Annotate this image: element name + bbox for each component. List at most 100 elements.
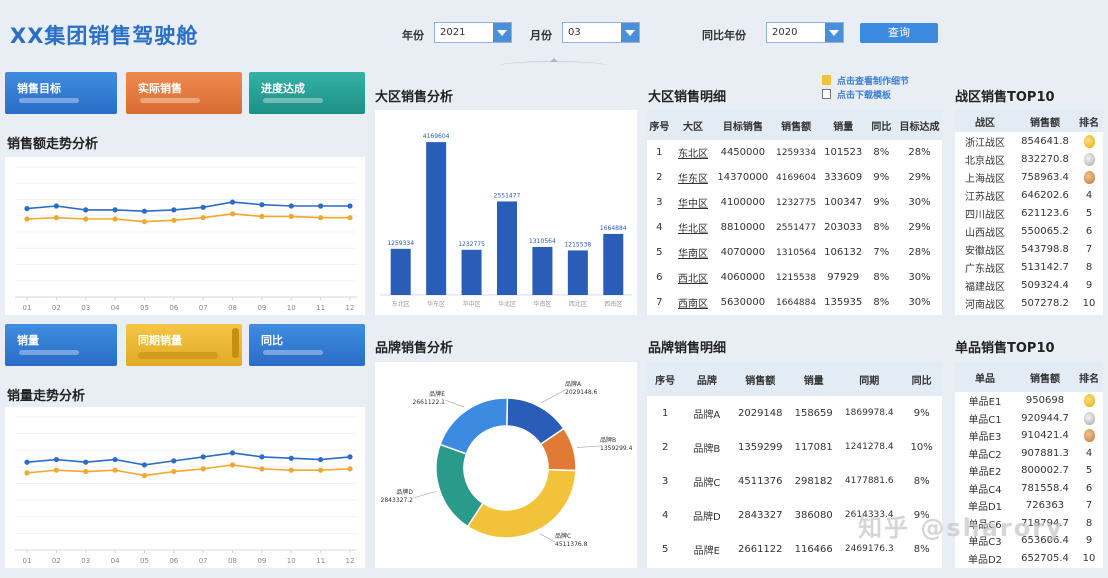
table-cell: 509324.4 [1021,279,1069,291]
column-header[interactable]: 销售额 [1015,362,1075,392]
table-header: 战区 销售额 排名 [955,110,1103,132]
column-header[interactable]: 同比 [865,110,898,140]
column-header[interactable]: 战区 [955,110,1015,132]
bar [497,201,517,295]
query-button[interactable]: 查询 [860,23,938,43]
table-cell: 950698 [1025,395,1065,407]
table-row[interactable]: 1 东北区 4450000 1259334 101523 8% 28% [647,140,942,165]
column-header[interactable]: 同期 [837,362,902,396]
table-row[interactable]: 5 华南区 4070000 1310564 106132 7% 28% [647,240,942,265]
chevron-down-icon[interactable] [493,23,511,42]
table-cell: 上海战区 [965,173,1005,185]
table-cell: 8810000 [720,222,766,233]
column-header[interactable]: 销量 [790,362,838,396]
table-cell: 30% [908,272,931,283]
table-row[interactable]: 河南战区 507278.2 10 [955,294,1103,312]
table-row[interactable]: 单品E1 950698 [955,392,1103,410]
table-row[interactable]: 上海战区 758963.4 [955,168,1103,186]
scroll-handle[interactable] [232,328,239,358]
column-header[interactable]: 序号 [647,110,672,140]
column-header[interactable]: 销量 [820,110,866,140]
data-point [53,203,59,209]
table-row[interactable]: 浙江战区 854641.8 [955,132,1103,150]
kpi-sales-target[interactable]: 销售目标 [5,72,117,114]
table-row[interactable]: 单品C3 653606.4 9 [955,532,1103,550]
x-tick-label: 08 [228,557,237,565]
table-row[interactable]: 单品C2 907881.3 4 [955,445,1103,463]
view-tutorial-link[interactable]: 点击查看制作细节 [822,73,909,87]
column-header[interactable]: 目标达成 [897,110,942,140]
table-row[interactable]: 四川战区 621123.6 5 [955,204,1103,222]
table-row[interactable]: 7 西南区 5630000 1664884 135935 8% 30% [647,290,942,315]
collapse-toggle[interactable] [498,58,608,71]
column-header[interactable]: 同比 [901,362,942,396]
table-row[interactable]: 江苏战区 646202.6 4 [955,186,1103,204]
chevron-down-icon[interactable] [825,23,843,42]
kpi-progress[interactable]: 进度达成 [249,72,365,114]
chevron-down-icon[interactable] [621,23,639,42]
table-cell: 97929 [827,272,860,283]
document-icon [822,89,831,99]
column-header[interactable]: 大区 [671,110,715,140]
kpi-volume[interactable]: 销量 [5,324,117,366]
data-point [83,216,89,222]
table-row[interactable]: 单品D2 652705.4 10 [955,550,1103,568]
column-header[interactable]: 序号 [647,362,684,396]
column-header[interactable]: 排名 [1075,110,1103,132]
table-row[interactable]: 6 西北区 4060000 1215538 97929 8% 30% [647,265,942,290]
table-cell: 9 [1085,535,1093,547]
table-row[interactable]: 单品C1 920944.7 [955,410,1103,428]
column-header[interactable]: 品牌 [683,362,731,396]
table-row[interactable]: 单品E3 910421.4 [955,427,1103,445]
table-row[interactable]: 安徽战区 543798.8 7 [955,240,1103,258]
table-row[interactable]: 1 品牌A 2029148 158659 1869978.4 9% [647,396,942,430]
yoy-year-select[interactable]: 2020 [766,22,844,43]
table-row[interactable]: 福建战区 509324.4 9 [955,276,1103,294]
column-header[interactable]: 销售额 [771,110,821,140]
table-cell: 4 [656,222,663,233]
table-row[interactable]: 广东战区 513142.7 8 [955,258,1103,276]
kpi-value-placeholder [263,98,323,103]
kpi-actual-sales[interactable]: 实际销售 [126,72,242,114]
table-row[interactable]: 4 华北区 8810000 2551477 203033 8% 29% [647,215,942,240]
download-template-link[interactable]: 点击下载模板 [822,87,909,101]
table-cell: 2551477 [776,222,817,233]
data-point [83,459,89,465]
bar-data-label: 1215538 [564,241,591,248]
kpi-yoy[interactable]: 同比 [249,324,365,366]
month-select[interactable]: 03 [562,22,640,43]
rank-cell [1075,427,1103,445]
year-select[interactable]: 2021 [434,22,512,43]
table-cell: 8 [1085,517,1093,529]
column-header[interactable]: 目标销售 [714,110,772,140]
table-row[interactable]: 4 品牌D 2843327 386080 2614333.4 9% [647,498,942,532]
table-cell: 5 [656,247,663,258]
column-header[interactable]: 销售额 [730,362,791,396]
table-row[interactable]: 2 品牌B 1359299 117081 1241278.4 10% [647,430,942,464]
table-cell: 507278.2 [1021,297,1069,309]
column-header[interactable]: 单品 [955,362,1015,392]
bar-data-label: 1310564 [529,238,556,245]
kpi-prior-volume[interactable]: 同期销量 [126,324,242,366]
table-row[interactable]: 3 品牌C 4511376 298182 4177881.6 8% [647,464,942,498]
table-row[interactable]: 5 品牌E 2661122 116466 2469176.3 8% [647,532,942,566]
table-row[interactable]: 3 华中区 4100000 1232775 100347 9% 30% [647,190,942,215]
table-cell: 29% [908,222,931,233]
table-row[interactable]: 单品D1 726363 7 [955,497,1103,515]
table-cell: 4450000 [720,147,766,158]
brand-detail-table: 序号 品牌 销售额 销量 同期 同比 1 品牌A 2029148 158659 1869978.4… [647,362,942,566]
table-row[interactable]: 山西战区 550065.2 6 [955,222,1103,240]
table-cell: 北京战区 [965,155,1005,167]
x-tick-label: 03 [81,304,90,312]
table-row[interactable]: 单品C4 781558.4 6 [955,480,1103,498]
table-row[interactable]: 单品E2 800002.7 5 [955,462,1103,480]
table-row[interactable]: 2 华东区 14370000 4169604 333609 9% 29% [647,165,942,190]
table-cell: 10% [910,441,933,453]
data-point [112,467,118,473]
x-tick-label: 华东区 [427,300,445,308]
table-cell: 158659 [794,407,833,419]
column-header[interactable]: 排名 [1075,362,1103,392]
column-header[interactable]: 销售额 [1015,110,1075,132]
table-row[interactable]: 北京战区 832270.8 [955,150,1103,168]
table-row[interactable]: 单品C6 718794.7 8 [955,515,1103,533]
